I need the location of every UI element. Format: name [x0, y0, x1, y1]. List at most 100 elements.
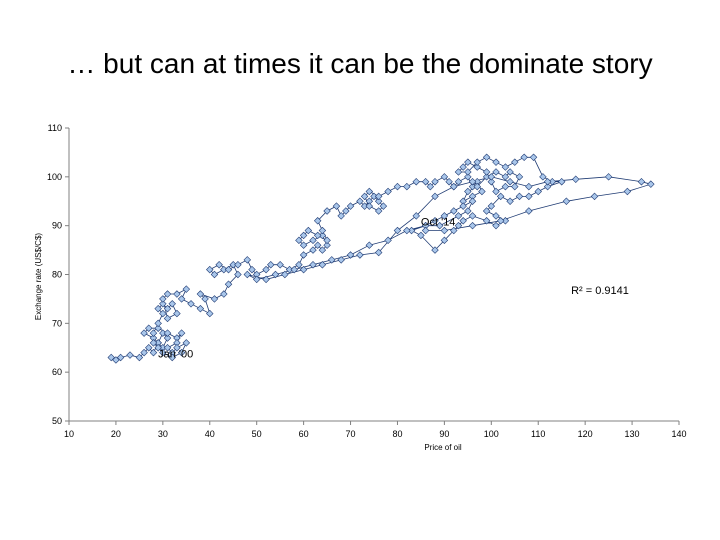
data-point — [492, 212, 500, 220]
x-tick-label: 90 — [439, 429, 449, 439]
data-point — [506, 177, 514, 186]
data-point — [492, 187, 500, 196]
data-point — [459, 202, 467, 210]
data-point — [468, 221, 477, 230]
data-point — [487, 177, 496, 186]
data-point — [182, 339, 191, 347]
data-point — [248, 265, 256, 274]
data-point — [313, 231, 322, 240]
data-point — [201, 295, 209, 303]
data-point — [374, 192, 383, 201]
data-point — [173, 290, 181, 298]
data-point — [440, 226, 449, 235]
data-point — [525, 182, 533, 191]
data-point — [215, 261, 223, 269]
data-point — [464, 168, 472, 176]
data-point — [440, 212, 449, 220]
data-point — [173, 344, 181, 352]
data-point — [492, 158, 500, 166]
data-point — [473, 163, 481, 171]
annotation-label: Jan '00 — [158, 349, 193, 361]
data-point — [154, 344, 162, 352]
data-point — [482, 207, 491, 215]
data-point — [318, 246, 327, 254]
data-point — [313, 217, 322, 225]
data-point — [496, 192, 505, 201]
y-tick-label: 110 — [48, 123, 62, 133]
data-point — [478, 187, 486, 196]
data-point — [163, 304, 172, 313]
data-point — [177, 295, 186, 303]
x-tick-label: 130 — [625, 429, 640, 439]
data-point — [196, 290, 205, 298]
data-point — [234, 261, 242, 269]
x-tick-label: 70 — [346, 429, 356, 439]
data-point — [435, 221, 444, 230]
data-point — [243, 256, 252, 264]
series-line — [111, 156, 653, 361]
data-point — [473, 158, 481, 166]
data-point — [206, 309, 214, 318]
data-point — [384, 187, 392, 196]
data-point — [299, 265, 308, 274]
data-point — [149, 329, 158, 337]
data-point — [168, 353, 176, 362]
annotation-label: R² = 0.9141 — [571, 285, 629, 297]
data-point — [365, 202, 374, 210]
data-point — [543, 182, 552, 191]
y-tick-label: 70 — [52, 318, 62, 328]
data-point — [313, 241, 322, 249]
data-point — [421, 177, 430, 186]
data-point — [515, 192, 524, 201]
data-point — [421, 226, 430, 235]
data-point — [332, 202, 341, 210]
data-point — [506, 168, 514, 176]
data-point — [318, 261, 327, 269]
data-point — [426, 182, 435, 191]
x-tick-label: 140 — [671, 429, 686, 439]
data-point — [299, 241, 308, 249]
annotation-label: Oct '14 — [421, 217, 456, 229]
data-point — [445, 177, 453, 186]
data-point — [252, 275, 261, 284]
x-tick-label: 50 — [252, 429, 262, 439]
data-point — [525, 207, 533, 215]
data-point — [525, 192, 533, 201]
data-point — [224, 280, 233, 288]
data-point — [515, 173, 524, 181]
data-point — [309, 246, 317, 254]
data-point — [145, 344, 153, 352]
x-tick-label: 80 — [392, 429, 402, 439]
data-point — [182, 285, 191, 293]
data-point — [482, 217, 491, 225]
data-point — [356, 197, 364, 205]
data-point — [112, 356, 120, 364]
data-point — [623, 187, 632, 196]
data-point — [177, 348, 186, 357]
data-point — [337, 212, 345, 220]
data-point — [501, 173, 510, 181]
data-point — [365, 241, 374, 249]
data-point — [149, 339, 158, 347]
data-point — [299, 251, 308, 259]
data-point — [159, 300, 167, 308]
data-point — [468, 212, 477, 220]
data-point — [393, 226, 402, 235]
data-point — [173, 309, 181, 318]
data-point — [403, 182, 411, 191]
data-point — [267, 261, 275, 269]
data-point — [163, 344, 172, 352]
data-point — [163, 334, 172, 342]
y-tick-label: 50 — [52, 416, 62, 426]
data-point — [501, 182, 510, 191]
data-point — [281, 270, 289, 279]
x-tick-label: 100 — [484, 429, 499, 439]
data-point — [224, 265, 233, 274]
data-point — [323, 207, 331, 215]
data-point — [154, 304, 162, 313]
data-point — [126, 351, 134, 359]
data-point — [304, 226, 313, 235]
data-point — [403, 226, 411, 235]
data-point — [393, 182, 402, 191]
